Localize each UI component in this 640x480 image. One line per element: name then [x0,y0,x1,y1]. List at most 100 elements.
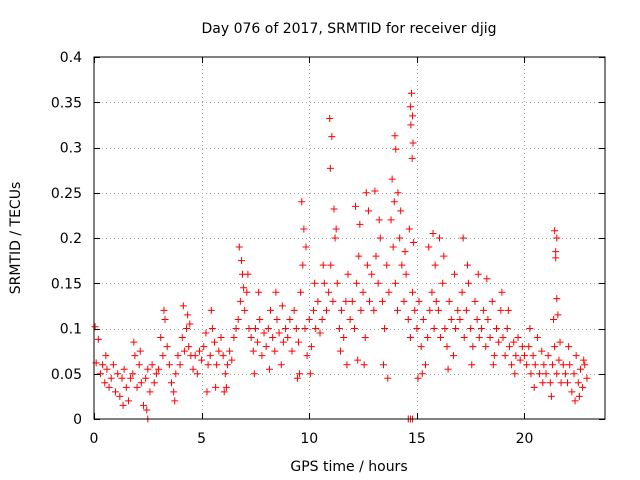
data-point [330,205,338,213]
data-point [553,295,561,303]
data-point [579,383,587,391]
data-point [459,234,467,242]
data-point [136,347,144,355]
data-points [91,89,591,423]
data-point [370,306,378,314]
data-point [157,334,165,342]
data-point [547,392,555,400]
data-point [331,234,339,242]
data-point [163,343,171,351]
data-point [406,103,414,111]
data-point [232,325,240,332]
data-point [279,338,287,346]
data-point [512,352,520,360]
data-point [488,297,496,305]
data-point [241,306,249,314]
data-point [565,343,573,351]
chart-title: Day 076 of 2017, SRMTID for receiver dji… [202,21,497,37]
y-tick-label: 0.4 [60,50,82,66]
data-point [575,392,583,400]
data-point [178,334,186,342]
data-point [326,115,334,123]
data-point [247,334,255,342]
data-point [348,297,356,305]
data-point [434,306,442,314]
data-point [486,334,494,342]
data-point [504,306,512,314]
data-point [474,270,482,278]
data-point [503,325,511,332]
data-point [144,365,152,373]
data-point [273,315,281,323]
data-point [425,243,433,251]
data-point [290,306,298,314]
data-point [411,306,419,314]
data-point [296,370,304,378]
data-point [96,370,104,378]
data-point [407,89,415,97]
data-point [103,365,111,373]
data-point [551,343,559,351]
data-point [514,334,522,342]
data-point [176,361,184,369]
data-point [372,252,380,260]
data-point [122,383,130,391]
data-point [553,234,561,242]
data-point [220,388,228,396]
data-point [447,315,455,323]
data-point [536,370,544,378]
data-point [554,311,562,319]
data-point [388,175,396,183]
data-point [396,234,404,242]
data-point [454,306,462,314]
data-point [469,343,477,351]
data-point [211,338,219,346]
data-point [376,234,384,242]
data-point [255,288,263,296]
data-point [306,370,314,378]
data-point [143,406,151,414]
data-point [555,356,563,364]
data-point [129,370,137,378]
data-point [312,325,320,332]
data-point [307,343,315,351]
data-point [161,315,169,323]
data-point [185,343,193,351]
data-point [303,352,311,360]
data-point [120,365,128,373]
data-point [381,325,389,332]
data-point [409,112,417,120]
data-point [300,225,308,233]
data-point [109,361,117,369]
data-point [391,132,399,140]
data-point [539,379,547,387]
data-point [206,352,214,360]
data-point [146,388,154,396]
data-point [314,297,322,305]
data-point [389,243,397,251]
data-point [439,279,447,287]
data-point [258,352,266,360]
data-point [552,254,560,262]
data-point [468,361,476,369]
data-point [566,361,574,369]
data-point [275,329,283,337]
data-point [452,325,460,332]
data-point [297,288,305,296]
data-point [546,379,554,387]
data-point [564,379,572,387]
data-point [152,370,160,378]
data-point [277,361,285,369]
data-point [148,361,156,369]
y-tick-label: 0.05 [51,367,82,383]
data-point [482,343,490,351]
data-point [574,379,582,387]
data-point [226,347,234,355]
data-point [424,334,432,342]
data-point [363,261,371,269]
data-point [531,361,539,369]
data-point [418,370,426,378]
data-point [195,347,203,355]
data-point [180,347,188,355]
data-point [131,352,139,360]
